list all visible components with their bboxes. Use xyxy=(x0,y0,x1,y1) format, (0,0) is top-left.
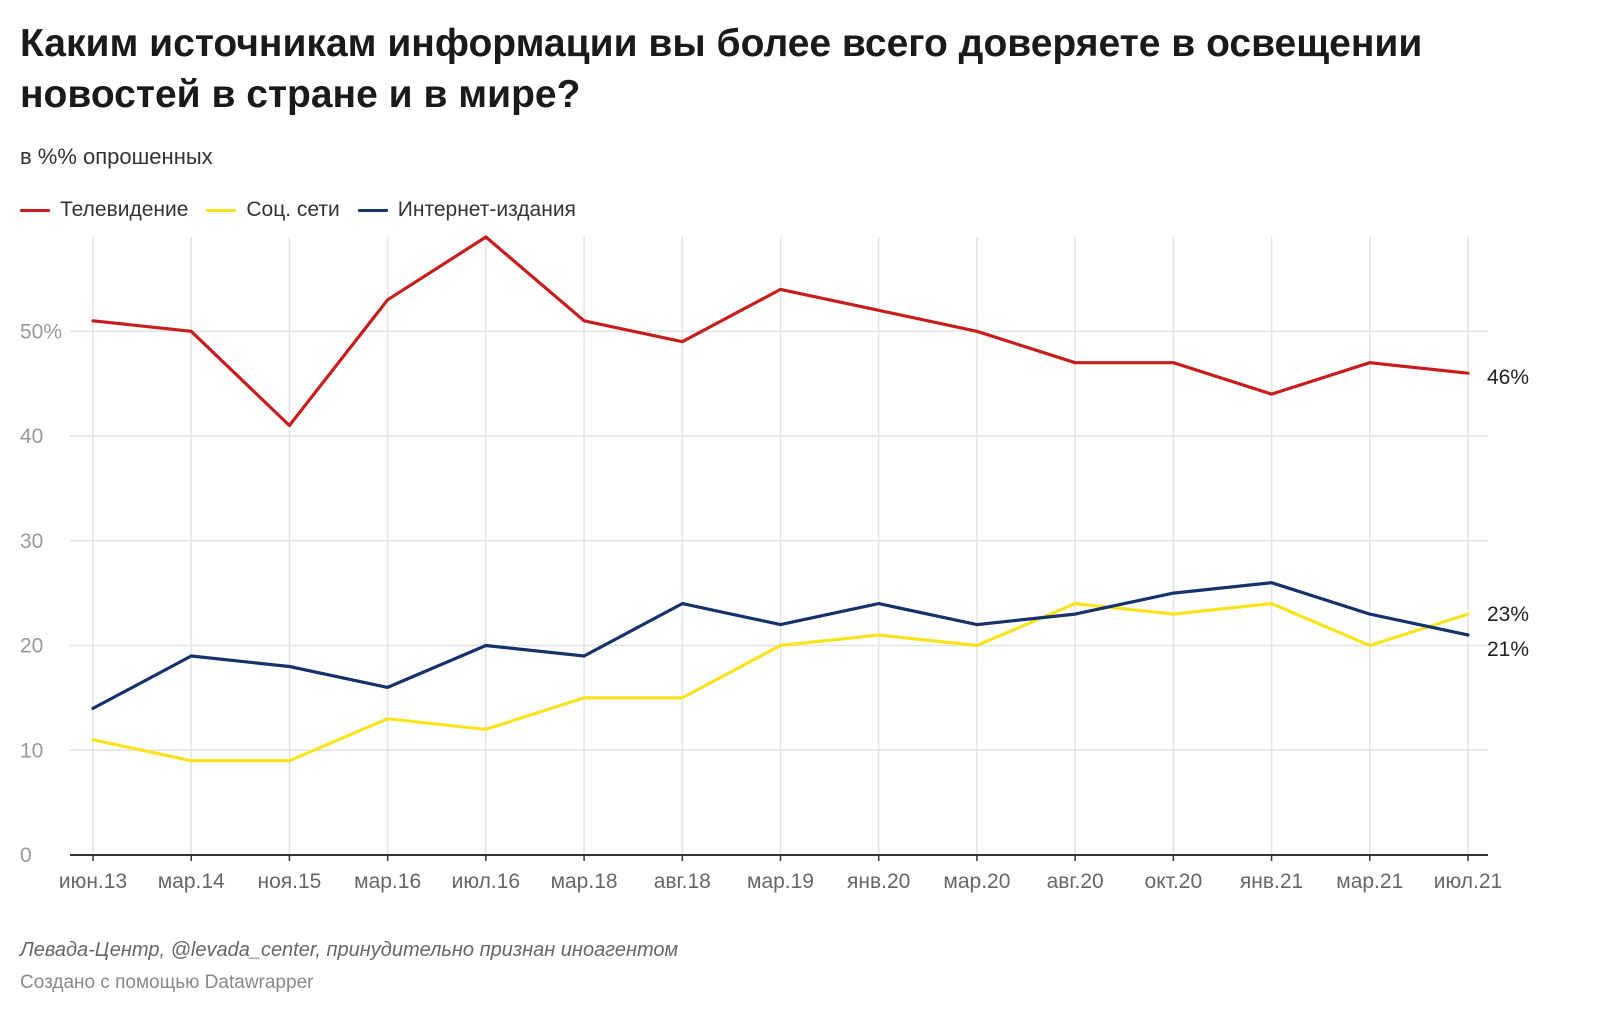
y-tick-label: 30 xyxy=(20,530,43,553)
x-tick-label: мар.21 xyxy=(1336,870,1403,893)
label-layer: 46% 23% 21% xyxy=(1487,366,1529,661)
y-tick-label: 50% xyxy=(20,320,62,343)
chart-title: Каким источникам информации вы более все… xyxy=(20,22,1423,116)
chart-subtitle: в %% опрошенных xyxy=(20,144,213,169)
x-tick-label: авг.20 xyxy=(1047,870,1104,893)
x-tick-label: мар.16 xyxy=(354,870,421,893)
x-tick-label: мар.14 xyxy=(158,870,225,893)
end-label-0: 46% xyxy=(1487,366,1529,389)
legend: Телевидение Соц. сети Интернет-издания xyxy=(20,198,594,222)
y-tick-label: 40 xyxy=(20,425,43,448)
end-label-2: 21% xyxy=(1487,638,1529,661)
series-line-2 xyxy=(91,581,1470,711)
x-tick-label: ноя.15 xyxy=(258,870,322,893)
legend-item-social: Соц. сети xyxy=(206,198,340,222)
credit-note: Создано с помощью Datawrapper xyxy=(20,972,314,993)
x-tick-label: мар.19 xyxy=(747,870,814,893)
legend-swatch-tv xyxy=(20,208,50,212)
legend-swatch-internet xyxy=(357,208,388,212)
legend-item-tv: Телевидение xyxy=(20,198,188,222)
source-note: Левада-Центр, @levada_center, принудител… xyxy=(20,939,679,961)
x-tick-label: июн.13 xyxy=(59,870,127,893)
x-tick-label: мар.18 xyxy=(551,870,618,893)
x-tick-label: янв.20 xyxy=(847,870,910,893)
legend-label-internet: Интернет-издания xyxy=(397,198,576,221)
x-tick-label: июл.16 xyxy=(452,870,520,893)
x-tick-label: мар.20 xyxy=(943,870,1010,893)
y-tick-label: 10 xyxy=(20,739,43,762)
legend-swatch-social xyxy=(206,208,237,212)
series-line-0 xyxy=(91,235,1470,428)
legend-label-social: Соц. сети xyxy=(246,198,340,221)
legend-label-tv: Телевидение xyxy=(60,198,189,221)
x-tick-label: янв.21 xyxy=(1240,870,1303,893)
x-tick-label: авг.18 xyxy=(654,870,711,893)
x-tick-label: окт.20 xyxy=(1145,870,1203,893)
axis-layer: 0 10 20 30 40 50% июн.13 мар.14 ноя.15 мар.16 июл.… xyxy=(20,320,1502,893)
series-line-1 xyxy=(91,601,1470,763)
series-layer xyxy=(91,235,1470,763)
y-tick-label: 0 xyxy=(20,844,32,867)
x-tick-label: июл.21 xyxy=(1434,870,1502,893)
end-label-1: 23% xyxy=(1487,603,1529,626)
legend-item-internet: Интернет-издания xyxy=(357,198,576,222)
y-tick-label: 20 xyxy=(20,635,43,658)
